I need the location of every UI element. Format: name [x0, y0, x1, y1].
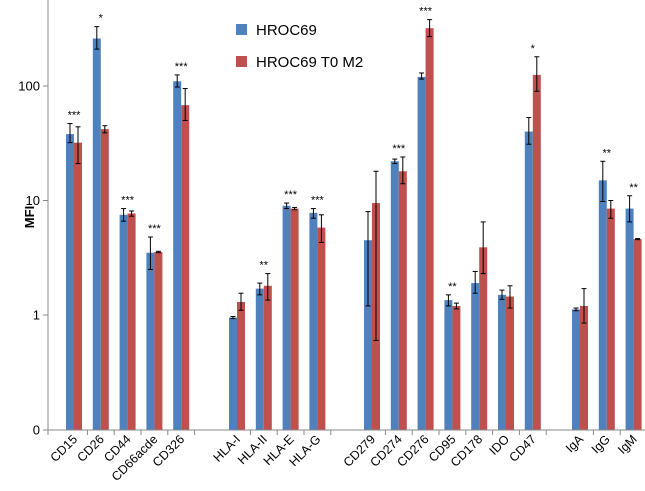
- bar-CD26-series-2: [100, 129, 109, 431]
- bar-CD276-series-2: [425, 28, 434, 430]
- significance-CD276: ***: [419, 6, 433, 18]
- bar-CD178-series-1: [471, 283, 480, 430]
- bar-HLA-II-series-2: [263, 285, 272, 430]
- bar-HLA-E-series-2: [290, 208, 299, 430]
- bar-HLA-II-series-1: [255, 288, 264, 430]
- y-tick-label-100: 100: [18, 79, 40, 94]
- bar-CD279-series-1: [364, 240, 372, 430]
- legend-swatch-series-2: [236, 56, 247, 67]
- bar-CD95-series-2: [452, 305, 461, 430]
- significance-CD326: ***: [175, 61, 189, 73]
- bar-CD66acde-series-2: [154, 251, 163, 430]
- bar-CD15-series-2: [74, 142, 82, 430]
- significance-CD95: **: [448, 281, 457, 293]
- bar-IgA-series-1: [572, 309, 580, 430]
- bar-CD26-series-1: [92, 38, 101, 431]
- bar-CD44-series-2: [127, 213, 136, 430]
- significance-CD274: ***: [392, 143, 406, 155]
- error-bars-layer: [67, 19, 641, 341]
- bar-CD66acde-series-1: [146, 252, 155, 430]
- bars-layer: [66, 28, 642, 431]
- legend: HROC69 HROC69 T0 M2: [236, 22, 363, 71]
- bar-IgM-series-1: [625, 208, 634, 430]
- significance-layer: ****************** ****************: [68, 6, 639, 293]
- significance-HLA-E: ***: [284, 189, 298, 201]
- bar-CD47-series-1: [524, 131, 533, 430]
- legend-label-series-2: HROC69 T0 M2: [256, 54, 363, 71]
- significance-HLA-G: ***: [311, 195, 325, 207]
- y-tick-label-1: 1: [33, 308, 40, 323]
- x-tick-label-IgA: IgA: [563, 432, 587, 456]
- significance-CD47: *: [531, 43, 536, 55]
- significance-CD44: ***: [121, 195, 135, 207]
- legend-label-series-1: HROC69: [256, 22, 317, 39]
- significance-IgG: **: [603, 147, 612, 159]
- bar-CD274-series-2: [398, 171, 407, 430]
- x-tick-label-IgG: IgG: [589, 432, 613, 456]
- bar-HLA-G-series-2: [317, 227, 326, 430]
- x-tick-label-CD26: CD26: [74, 432, 107, 465]
- bar-IDO-series-1: [498, 294, 506, 430]
- bar-HLA-I-series-1: [229, 317, 237, 430]
- significance-IgM: **: [629, 182, 638, 194]
- significance-CD15: ***: [68, 110, 82, 122]
- bar-CD326-series-1: [173, 81, 182, 431]
- bar-CD274-series-1: [390, 161, 399, 430]
- bar-CD47-series-2: [532, 74, 541, 430]
- bar-CD15-series-1: [66, 134, 74, 430]
- bar-HLA-I-series-2: [237, 301, 245, 430]
- significance-CD66acde: ***: [148, 223, 162, 235]
- bar-CD95-series-1: [444, 300, 453, 430]
- bar-HLA-G-series-1: [309, 212, 318, 430]
- y-axis-title: MFI: [22, 206, 37, 228]
- significance-HLA-II: **: [260, 260, 269, 272]
- x-tick-label-CD47: CD47: [506, 432, 539, 465]
- x-tick-label-IgM: IgM: [615, 432, 640, 457]
- bar-IgM-series-2: [633, 239, 642, 430]
- bar-IgG-series-1: [598, 180, 607, 430]
- legend-swatch-series-1: [236, 24, 247, 35]
- bar-CD326-series-2: [181, 105, 190, 430]
- bar-CD178-series-2: [479, 247, 488, 430]
- bar-CD44-series-1: [119, 214, 128, 430]
- bar-IDO-series-2: [506, 296, 514, 430]
- y-tick-label-10: 10: [26, 193, 40, 208]
- x-tick-label-CD15: CD15: [48, 432, 81, 465]
- bar-IgG-series-2: [606, 208, 615, 430]
- bar-HLA-E-series-1: [282, 205, 291, 430]
- y-tick-label-0: 0: [33, 423, 40, 438]
- significance-CD26: *: [99, 13, 104, 25]
- bar-IgA-series-2: [580, 305, 588, 430]
- bar-CD276-series-1: [417, 76, 426, 430]
